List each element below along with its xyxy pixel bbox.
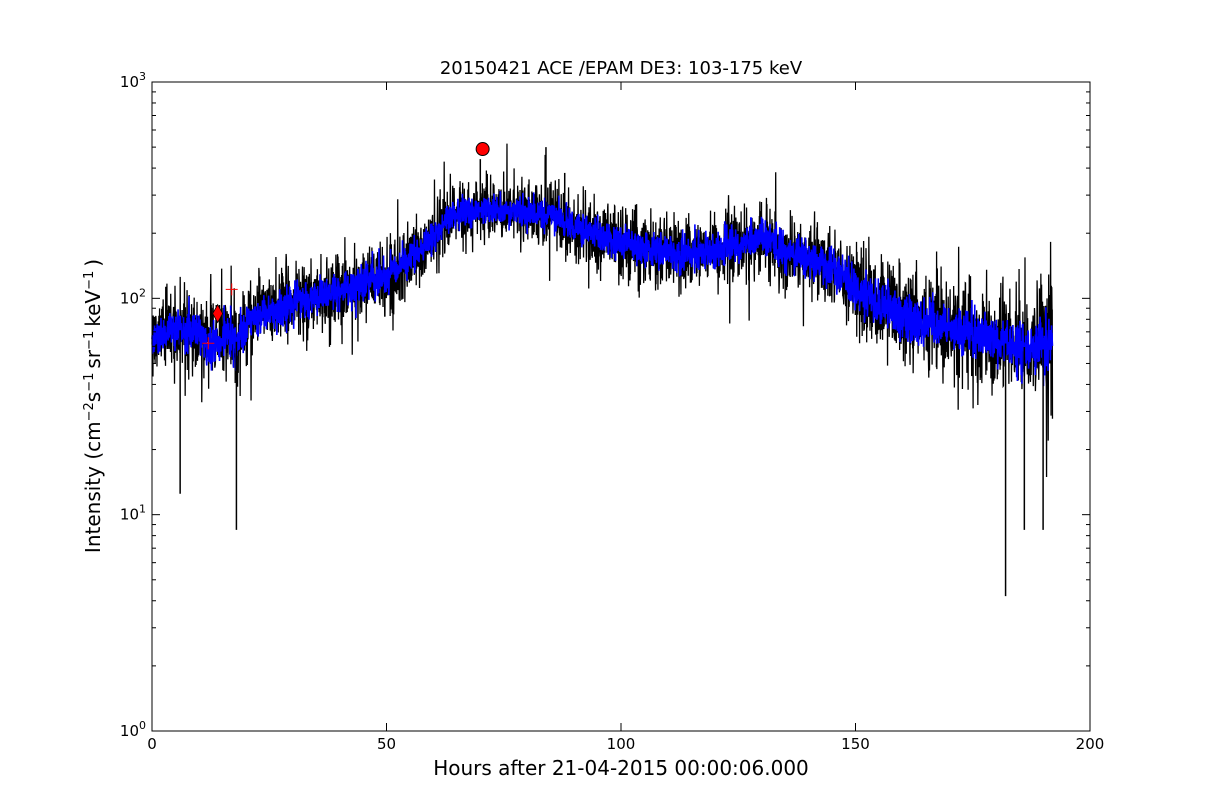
y-label-prefix: Intensity (cm xyxy=(81,421,105,553)
y-label-exp3: −1 xyxy=(82,331,97,350)
y-label-exp1: −2 xyxy=(82,402,97,421)
y-label-mid3: keV xyxy=(81,290,105,327)
data-layer xyxy=(151,142,1054,597)
x-tick-label: 200 xyxy=(1076,735,1105,753)
marker-plus xyxy=(202,337,215,350)
y-tick-label-exp: 0 xyxy=(139,719,146,732)
y-tick-label-exp: 1 xyxy=(139,503,146,516)
series-blue-line xyxy=(151,191,1054,387)
x-tick-label: 150 xyxy=(841,735,870,753)
y-label-mid1: s xyxy=(81,392,105,402)
x-axis-label: Hours after 21-04-2015 00:00:06.000 xyxy=(433,756,809,780)
y-axis-label: Intensity (cm−2s−1sr−1keV−1) xyxy=(81,259,105,553)
y-tick-label-base: 10 xyxy=(120,506,139,524)
plot-frame xyxy=(151,81,1091,732)
y-tick-label: 100 xyxy=(120,719,146,740)
x-tick-label: 100 xyxy=(607,735,636,753)
y-tick-label-base: 10 xyxy=(120,722,139,740)
onset-marker-diamond xyxy=(212,303,224,324)
y-label-exp2: −1 xyxy=(82,373,97,392)
marker-plus xyxy=(225,283,238,296)
y-tick-label: 103 xyxy=(120,70,146,91)
y-tick-label: 102 xyxy=(120,286,146,307)
y-tick-label: 101 xyxy=(120,503,146,524)
y-tick-label-exp: 3 xyxy=(139,70,146,83)
y-label-suffix: ) xyxy=(81,259,105,267)
x-tick-label: 50 xyxy=(377,735,396,753)
peak-marker-circle xyxy=(475,142,490,157)
y-label-exp4: −1 xyxy=(82,271,97,290)
y-tick-label-base: 10 xyxy=(120,73,139,91)
y-tick-label-exp: 2 xyxy=(139,286,146,299)
x-tick-label: 0 xyxy=(147,735,157,753)
y-tick-label-base: 10 xyxy=(120,289,139,307)
y-label-mid2: sr xyxy=(81,349,105,368)
chart-title: 20150421 ACE /EPAM DE3: 103-175 keV xyxy=(440,58,803,79)
